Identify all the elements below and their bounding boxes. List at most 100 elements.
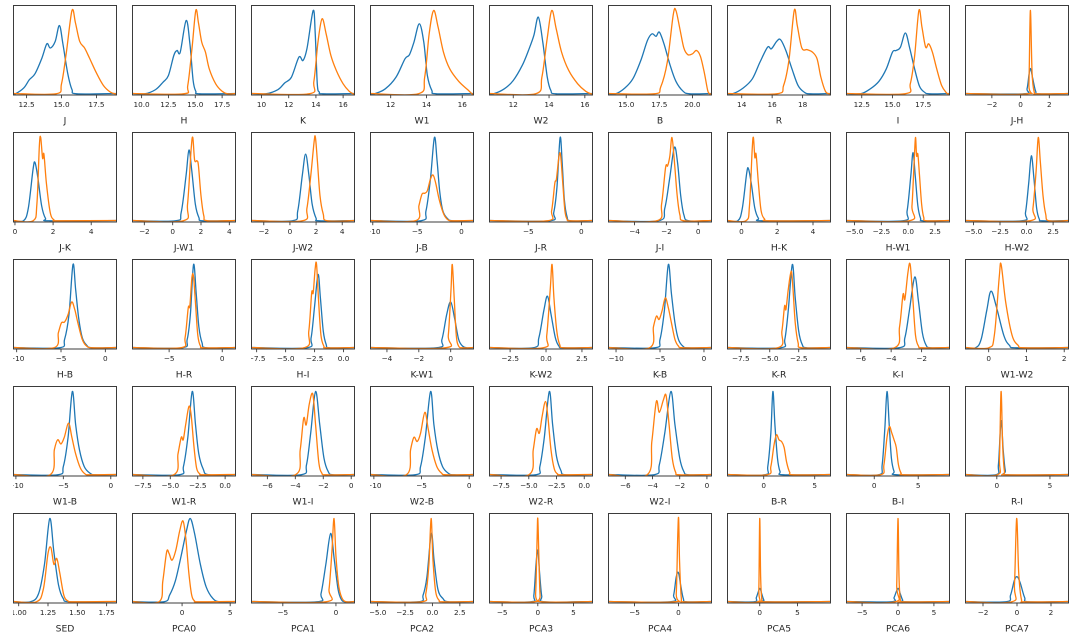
x-tick-label: −10 — [13, 481, 24, 490]
x-tick-label: −2 — [986, 100, 997, 109]
kde-curve-blue — [133, 263, 235, 349]
axes-spines — [846, 259, 950, 350]
x-tick-label: −4 — [290, 481, 301, 490]
subplot-w2-i: −6 −4 −2 0 W2-I — [608, 386, 712, 513]
subplot-canvas: −6 −4 −2 K-I — [846, 259, 950, 381]
x-axis-label: PCA6 — [886, 624, 910, 635]
x-axis-label: K-B — [653, 370, 667, 381]
x-tick-label: 17.5 — [214, 100, 230, 109]
x-axis-label: J-W1 — [173, 243, 194, 254]
x-axis-label: W2 — [534, 116, 549, 127]
x-axis-label: R — [776, 116, 783, 127]
x-tick-label: −4 — [886, 354, 897, 363]
subplot-r-i: 0 5 R-I — [965, 386, 1069, 513]
x-axis-label: H — [181, 116, 188, 127]
subplot-h-r: −5 0 H-R — [132, 259, 236, 386]
x-tick-label: 10.0 — [133, 100, 150, 109]
kde-curve-orange — [371, 263, 473, 349]
kde-curve-blue — [609, 146, 711, 222]
x-tick-label: 2 — [314, 227, 319, 236]
x-tick-label: −5 — [857, 608, 868, 617]
x-tick-label: −6 — [855, 354, 866, 363]
x-tick-label: 15.0 — [53, 100, 70, 109]
subplot-w1-i: −6 −4 −2 0 W1-I — [251, 386, 355, 513]
x-tick-label: 0 — [761, 481, 766, 490]
subplot-canvas: 0 2 4 J-K — [13, 132, 117, 254]
kde-curve-orange — [609, 136, 711, 222]
kde-curve-orange — [371, 174, 473, 222]
x-tick-label: −2.5 — [991, 227, 1009, 236]
x-tick-label: 0 — [170, 227, 175, 236]
subplot-canvas: −2.5 0.0 2.5 K-W2 — [489, 259, 593, 381]
subplot-canvas: −5 0 5 PCA3 — [489, 513, 593, 635]
axes-spines — [251, 5, 355, 96]
x-tick-label: 5 — [812, 481, 817, 490]
x-axis-label: K-R — [772, 370, 787, 381]
subplot-canvas: 0 5 PCA0 — [132, 513, 236, 635]
x-tick-label: −2.5 — [306, 354, 324, 363]
x-axis-label: K-I — [892, 370, 903, 381]
kde-curve-orange — [847, 425, 949, 476]
x-tick-label: 20.0 — [684, 100, 701, 109]
axes-spines — [251, 132, 355, 223]
x-tick-label: 1.50 — [69, 608, 86, 617]
kde-curve-orange — [252, 261, 354, 349]
x-tick-label: 0 — [103, 354, 108, 363]
x-tick-label: 0 — [220, 354, 225, 363]
subplot-canvas: −10 −5 0 W1-B — [13, 386, 117, 508]
kde-curve-orange — [14, 8, 116, 95]
x-tick-label: 4 — [340, 227, 345, 236]
x-tick-label: 2 — [1049, 608, 1054, 617]
subplot-canvas: 12 14 16 W2 — [489, 5, 593, 127]
subplot-pca3: −5 0 5 PCA3 — [489, 513, 593, 640]
subplot-h-b: −10 −5 0 H-B — [13, 259, 117, 386]
x-tick-label: 0 — [334, 608, 339, 617]
x-axis-label: J — [63, 116, 67, 127]
kde-curve-orange — [728, 270, 830, 349]
x-axis-label: B — [657, 116, 663, 127]
axes-spines — [727, 132, 831, 223]
x-tick-label: −2 — [258, 227, 269, 236]
subplot-canvas: 12 14 16 W1 — [370, 5, 474, 127]
x-tick-label: 1.75 — [98, 608, 114, 617]
kde-curve-orange — [133, 405, 235, 476]
x-tick-label: −2.5 — [548, 481, 566, 490]
x-tick-label: −5 — [56, 354, 67, 363]
kde-curve-blue — [609, 31, 711, 95]
subplot-k-w1: −4 −2 0 K-W1 — [370, 259, 474, 386]
kde-curve-blue — [490, 136, 592, 222]
subplot-k-w2: −2.5 0.0 2.5 K-W2 — [489, 259, 593, 386]
x-axis-label: K — [300, 116, 307, 127]
x-tick-label: 0 — [448, 354, 453, 363]
x-tick-label: 0.0 — [578, 481, 590, 490]
subplot-canvas: −5.0 −2.5 0.0 2.5 PCA2 — [370, 513, 474, 635]
x-axis-label: J-H — [1010, 116, 1024, 127]
x-axis-label: PCA5 — [767, 624, 791, 635]
axes-spines — [251, 259, 355, 350]
kde-curve-orange — [847, 262, 949, 349]
subplot-h: 10.0 12.5 15.0 17.5 H — [132, 5, 236, 132]
subplot-k-r: −7.5 −5.0 −2.5 K-R — [727, 259, 831, 386]
subplot-w2-r: −7.5 −5.0 −2.5 0.0 W2-R — [489, 386, 593, 513]
kde-curve-blue — [847, 32, 949, 95]
subplot-canvas: −5.0 −2.5 0.0 2.5 H-W2 — [965, 132, 1069, 254]
kde-curve-blue — [371, 532, 473, 603]
x-tick-label: 2 — [199, 227, 204, 236]
kde-curve-blue — [133, 19, 235, 95]
x-tick-label: −5.0 — [965, 227, 983, 236]
kde-curve-blue — [14, 161, 116, 222]
x-tick-label: −5.0 — [277, 354, 295, 363]
kde-curve-blue — [371, 23, 473, 95]
kde-curve-orange — [966, 136, 1068, 222]
x-tick-label: 10 — [257, 100, 267, 109]
x-tick-label: 2 — [1062, 354, 1067, 363]
x-tick-label: 0 — [1018, 100, 1023, 109]
subplot-canvas: −10 −5 0 K-B — [608, 259, 712, 381]
x-axis-label: H-K — [771, 243, 788, 254]
kde-curve-orange — [490, 517, 592, 603]
subplot-canvas: −2 0 2 J-H — [965, 5, 1069, 127]
x-tick-label: −5.0 — [761, 354, 779, 363]
kde-curve-blue — [133, 517, 235, 603]
kde-curve-blue — [490, 295, 592, 349]
x-tick-label: −5 — [58, 481, 69, 490]
